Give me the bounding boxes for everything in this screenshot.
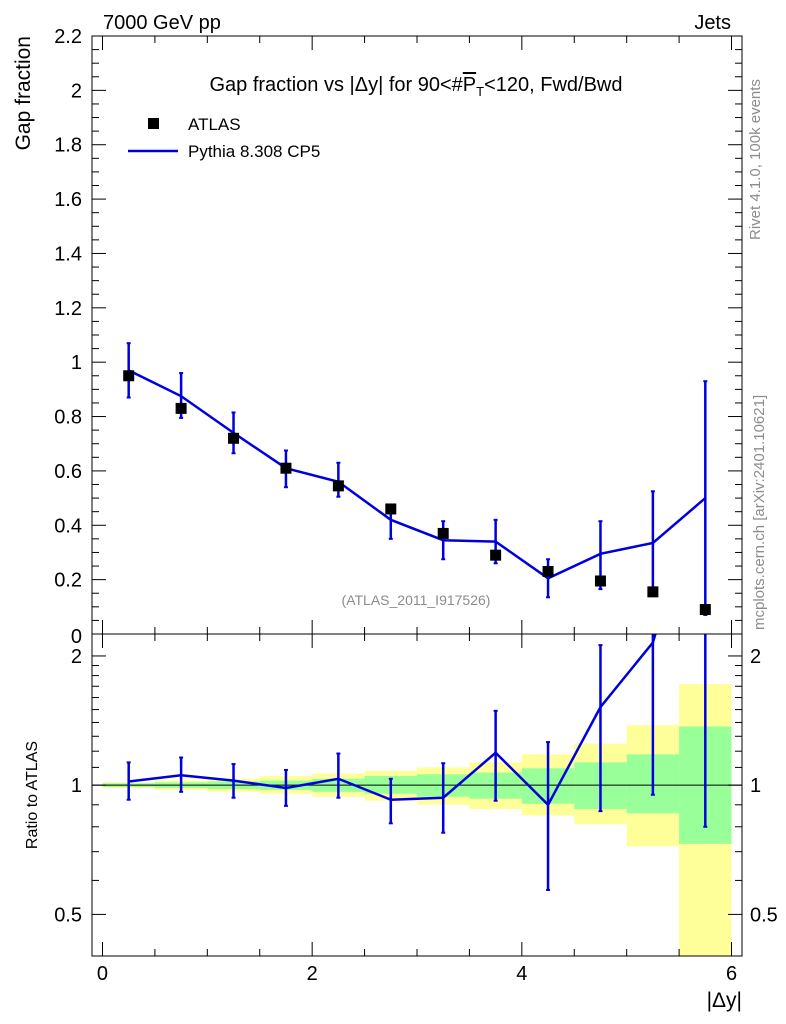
- ratio-xtick-label: 4: [516, 963, 527, 985]
- main-plot-area: [123, 342, 711, 616]
- main-ytick-label: 2: [71, 80, 82, 102]
- atlas-data-point: [332, 480, 344, 492]
- pythia-ratio-line: [128, 634, 657, 807]
- pythia-line: [128, 369, 707, 580]
- main-ytick-label: 0.8: [54, 407, 82, 429]
- main-ylabel: Gap fraction: [12, 36, 35, 150]
- atlas-data-point: [490, 549, 502, 561]
- atlas-data-point: [594, 575, 606, 587]
- main-ytick-label: 2.2: [54, 26, 82, 48]
- ratio-ytick-label-right: 1: [750, 775, 761, 797]
- main-chart-title: Gap fraction vs |Δy| for 90<#PT<120, Fwd…: [209, 74, 622, 99]
- ratio-ytick-label-right: 2: [750, 646, 761, 668]
- main-ytick-label: 1.2: [54, 298, 82, 320]
- atlas-data-point: [385, 503, 397, 515]
- ratio-axis-ticks: 0.5 0.5 1 1 2 2 0 2 4 6: [54, 634, 778, 985]
- atlas-data-point: [542, 565, 554, 577]
- ratio-ytick-label: 1: [71, 775, 82, 797]
- ratio-xlabel: |Δy|: [707, 989, 742, 1012]
- atlas-data-point: [123, 370, 135, 382]
- ratio-ytick-label-right: 0.5: [750, 904, 778, 926]
- atlas-data-point: [647, 586, 659, 598]
- energy-label: 7000 GeV pp: [103, 12, 221, 34]
- main-ytick-label: 0.6: [54, 461, 82, 483]
- legend-atlas-label: ATLAS: [188, 115, 241, 134]
- main-ytick-label: 0.4: [54, 515, 82, 537]
- main-axis-ticks: 0.2 0.4 0.6 0.8 1 1.2 1.4 1.6 1.8 2 2.2 0: [54, 26, 742, 648]
- main-ytick-label: 0.2: [54, 570, 82, 592]
- main-panel: (ATLAS_2011_I917526) Gap fraction vs |Δy…: [12, 26, 743, 648]
- atlas-data-point: [437, 527, 449, 539]
- ratio-plot-area: [92, 634, 742, 956]
- ratio-ylabel: Ratio to ATLAS: [24, 741, 41, 849]
- analysis-id-label: (ATLAS_2011_I917526): [342, 592, 491, 608]
- rivet-version-label: Rivet 4.1.0, 100k events: [747, 79, 764, 240]
- atlas-data-point: [699, 604, 711, 616]
- ratio-xtick-label: 6: [726, 963, 737, 985]
- mcplots-label: mcplots.cern.ch [arXiv:2401.10621]: [751, 395, 768, 630]
- legend-atlas-marker: [148, 118, 159, 129]
- ratio-xtick-label: 2: [307, 963, 318, 985]
- ratio-panel: Ratio to ATLAS |Δy| 0.5 0.5 1 1 2 2 0 2 4 6: [24, 633, 778, 1012]
- atlas-data-point: [280, 462, 292, 474]
- main-ytick-label-zero: 0: [71, 626, 82, 648]
- atlas-data-point: [228, 432, 240, 444]
- main-ytick-label: 1: [71, 352, 82, 374]
- ratio-xtick-label: 0: [97, 963, 108, 985]
- legend-pythia-label: Pythia 8.308 CP5: [188, 142, 320, 161]
- main-ytick-label: 1.4: [54, 243, 82, 265]
- ratio-ytick-label: 0.5: [54, 904, 82, 926]
- jets-label: Jets: [694, 12, 731, 34]
- atlas-data-point: [175, 402, 187, 414]
- main-ytick-label: 1.6: [54, 189, 82, 211]
- main-ytick-label: 1.8: [54, 135, 82, 157]
- ratio-ytick-label: 2: [71, 646, 82, 668]
